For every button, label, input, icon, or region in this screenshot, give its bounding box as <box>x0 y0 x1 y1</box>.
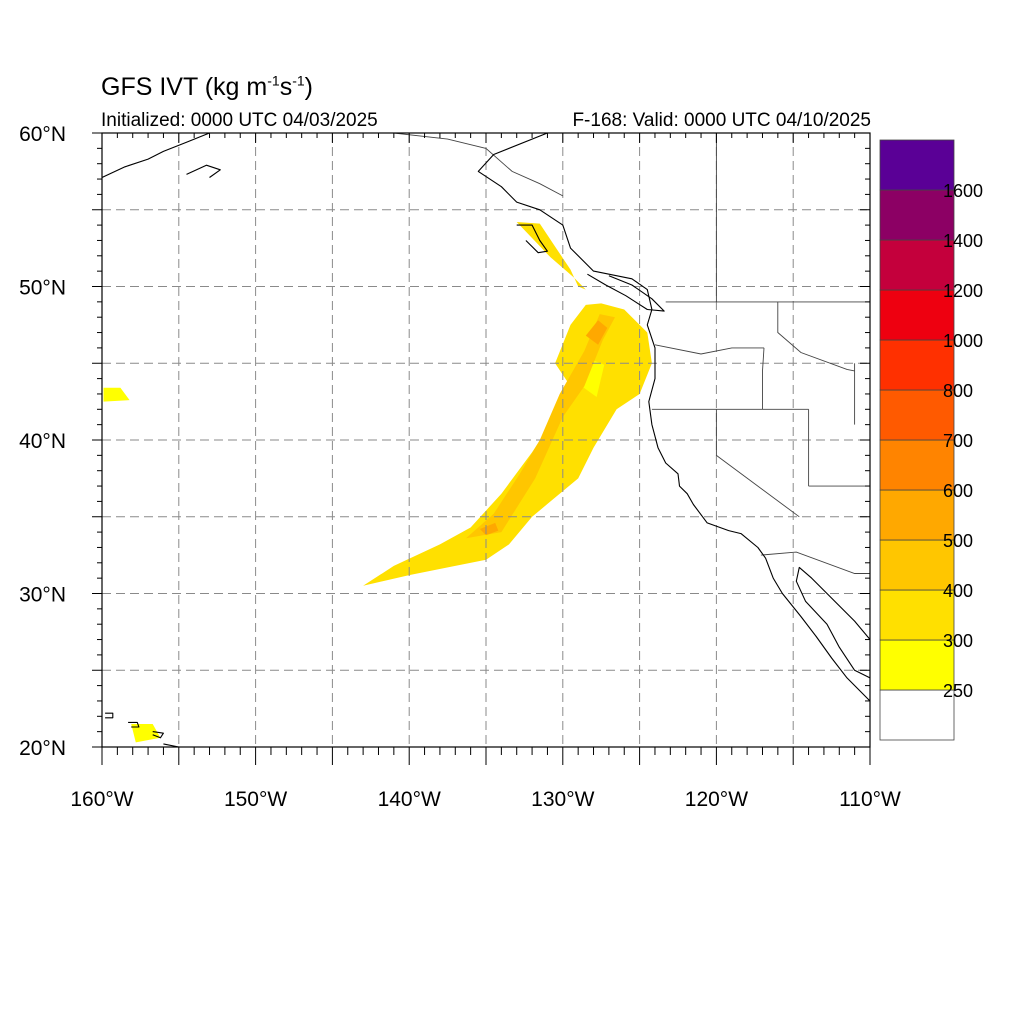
colorbar-swatch <box>879 239 955 291</box>
chart-title-text: GFS IVT (kg m <box>101 73 268 101</box>
alaska-southwest <box>102 133 210 178</box>
plot-frame <box>101 132 871 748</box>
colorbar-swatch <box>879 389 955 441</box>
colorbar-label: 1600 <box>943 181 983 201</box>
id-mt <box>777 301 855 372</box>
colorbar-label: 300 <box>943 631 973 651</box>
colorbar: 250 300 400 500 600 700 800 1000 1200 1400 1600 <box>879 139 983 741</box>
ivt-region <box>585 320 608 345</box>
or-id <box>762 347 765 410</box>
colorbar-label: 1400 <box>943 231 983 251</box>
unit-exponent: -1 <box>267 72 280 89</box>
oahu <box>128 721 140 728</box>
ivt-region <box>479 522 499 536</box>
political-borders <box>393 133 870 574</box>
unit-exponent: -1 <box>292 72 305 89</box>
colorbar-swatch <box>879 689 955 741</box>
colorbar-swatch <box>879 639 955 691</box>
colorbar-swatch <box>879 289 955 341</box>
haida-gwaii <box>516 224 548 254</box>
x-tick-label: 110°W <box>839 788 901 811</box>
kodiak-island <box>186 164 221 178</box>
ivt-region <box>131 724 161 743</box>
gulf-of-california <box>795 566 870 679</box>
colorbar-swatch <box>879 189 955 241</box>
y-tick-label: 60°N <box>19 123 66 146</box>
unit-text: s <box>279 73 293 101</box>
y-tick-label: 50°N <box>19 277 66 300</box>
maui <box>152 731 164 739</box>
kauai <box>105 712 114 719</box>
ca-nv <box>715 409 800 518</box>
ivt-region <box>103 387 130 402</box>
colorbar-swatch <box>879 139 955 191</box>
valid-time-label: F-168: Valid: 0000 UTC 04/10/2025 <box>572 110 871 131</box>
colorbar-swatch <box>879 539 955 591</box>
colorbar-label: 1200 <box>943 281 983 301</box>
x-tick-label: 150°W <box>224 788 287 811</box>
coastlines <box>102 133 870 747</box>
chart-title: GFS IVT (kg m-1s-1) <box>101 70 313 104</box>
colorbar-label: 400 <box>943 581 973 601</box>
x-tick-label: 120°W <box>685 788 748 811</box>
colorbar-label: 1000 <box>943 331 983 351</box>
vancouver-island <box>587 273 665 312</box>
y-tick-label: 30°N <box>19 584 66 607</box>
axis-ticks <box>92 132 871 765</box>
unit-close: ) <box>304 73 313 101</box>
colorbar-swatch <box>879 439 955 491</box>
axis-labels: 160°W 150°W 140°W 130°W 120°W 110°W 60°N 50°N 40… <box>19 123 901 811</box>
ivt-region <box>466 314 615 539</box>
y-tick-label: 40°N <box>19 430 66 453</box>
colorbar-label: 600 <box>943 481 973 501</box>
colorbar-label: 250 <box>943 681 973 701</box>
x-tick-label: 130°W <box>531 788 594 811</box>
colorbar-label: 500 <box>943 531 973 551</box>
alaska-bc-border <box>393 133 564 197</box>
x-tick-label: 160°W <box>70 788 133 811</box>
hawaii-big-island <box>163 743 180 747</box>
x-tick-label: 140°W <box>378 788 441 811</box>
colorbar-swatch <box>879 339 955 391</box>
ivt-shading <box>103 222 652 743</box>
north-america <box>477 133 870 702</box>
ivt-region <box>516 222 586 290</box>
colorbar-swatch <box>879 489 955 541</box>
colorbar-label: 800 <box>943 381 973 401</box>
us-mexico <box>760 551 870 574</box>
lat-lon-grid <box>102 133 870 747</box>
initialized-label: Initialized: 0000 UTC 04/03/2025 <box>101 110 378 131</box>
wa-or <box>654 344 764 355</box>
colorbar-label: 700 <box>943 431 973 451</box>
colorbar-swatch <box>879 589 955 641</box>
y-tick-label: 20°N <box>19 737 66 760</box>
